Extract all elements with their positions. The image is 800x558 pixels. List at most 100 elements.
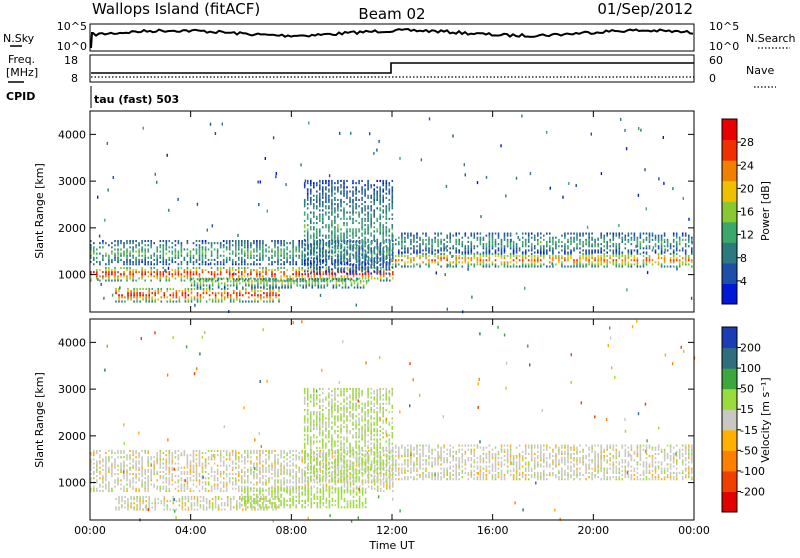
heatmap-cell <box>449 237 451 239</box>
heatmap-cell <box>345 282 347 284</box>
heatmap-cell <box>319 252 321 254</box>
heatmap-cell <box>287 278 289 280</box>
colorbar-segment <box>722 140 737 161</box>
heatmap-cell <box>637 239 639 241</box>
heatmap-cell <box>233 282 235 284</box>
heatmap-cell <box>111 246 113 248</box>
heatmap-cell <box>507 261 509 263</box>
heatmap-cell <box>205 477 207 479</box>
heatmap-cell <box>126 263 128 265</box>
heatmap-cell <box>316 237 318 239</box>
heatmap-cell <box>217 257 219 259</box>
heatmap-cell <box>105 463 107 465</box>
heatmap-cell <box>269 294 271 296</box>
heatmap-cell <box>347 484 349 486</box>
heatmap-cell <box>455 247 457 249</box>
heatmap-cell <box>205 488 207 490</box>
heatmap-cell <box>588 243 590 245</box>
heatmap-cell <box>268 456 270 458</box>
heatmap-cell <box>646 233 648 235</box>
heatmap-cell <box>625 239 627 241</box>
heatmap-cell <box>129 242 131 244</box>
heatmap-cell <box>576 243 578 245</box>
heatmap-cell <box>367 180 369 182</box>
heatmap-cell <box>93 242 95 244</box>
heatmap-cell <box>256 456 258 458</box>
heatmap-cell <box>199 465 201 467</box>
heatmap-cell <box>298 242 300 244</box>
heatmap-cell <box>573 259 575 261</box>
heatmap-cell <box>673 239 675 241</box>
heatmap-cell <box>307 233 309 235</box>
heatmap-cell <box>102 490 104 492</box>
heatmap-cell <box>105 456 107 458</box>
heatmap-cell <box>389 247 391 249</box>
heatmap-cell <box>570 233 572 235</box>
heatmap-cell <box>364 262 366 264</box>
heatmap-cell <box>99 246 101 248</box>
heatmap-cell <box>175 261 177 263</box>
heatmap-cell <box>546 252 548 254</box>
heatmap-cell <box>150 469 152 471</box>
heatmap-cell <box>214 479 216 481</box>
heatmap-cell <box>552 247 554 249</box>
heatmap-cell <box>304 477 306 479</box>
heatmap-cell <box>431 241 433 243</box>
heatmap-cell <box>102 486 104 488</box>
heatmap-cell <box>616 266 618 268</box>
heatmap-cell <box>510 235 512 237</box>
heatmap-cell <box>105 465 107 467</box>
heatmap-cell <box>655 245 657 247</box>
heatmap-cell <box>376 195 378 197</box>
heatmap-cell <box>295 477 297 479</box>
heatmap-cell <box>528 266 530 268</box>
heatmap-cell <box>446 237 448 239</box>
heatmap-cell <box>307 197 309 199</box>
heatmap-cell <box>147 479 149 481</box>
heatmap-cell <box>361 218 363 220</box>
heatmap-cell <box>513 255 515 257</box>
heatmap-cell <box>138 271 140 273</box>
heatmap-cell <box>269 290 271 292</box>
heatmap-cell <box>352 201 354 203</box>
heatmap-cell <box>379 199 381 201</box>
heatmap-cell <box>299 280 301 282</box>
heatmap-cell <box>283 456 285 458</box>
heatmap-cell <box>373 191 375 193</box>
heatmap-cell <box>278 287 280 289</box>
heatmap-cell <box>172 273 174 275</box>
heatmap-cell <box>379 186 381 188</box>
heatmap-cell <box>339 278 341 280</box>
heatmap-cell <box>232 484 234 486</box>
power-x-ticks <box>90 111 694 312</box>
heatmap-cell <box>154 292 156 294</box>
heatmap-cell <box>283 273 285 275</box>
heatmap-cell <box>352 182 354 184</box>
heatmap-cell <box>232 251 234 253</box>
heatmap-cell <box>256 481 258 483</box>
heatmap-cell <box>370 201 372 203</box>
heatmap-cell <box>211 471 213 473</box>
heatmap-cell <box>361 197 363 199</box>
heatmap-cell <box>187 242 189 244</box>
heatmap-cell <box>304 277 306 279</box>
heatmap-cell <box>361 207 363 209</box>
heatmap-cell <box>132 479 134 481</box>
heatmap-cell <box>247 479 249 481</box>
heatmap-cell <box>250 246 252 248</box>
heatmap-cell <box>673 233 675 235</box>
heatmap-cell <box>431 249 433 251</box>
heatmap-cell <box>286 253 288 255</box>
heatmap-cell <box>123 246 125 248</box>
heatmap-cell <box>576 235 578 237</box>
heatmap-cell <box>519 247 521 249</box>
heatmap-cell <box>187 467 189 469</box>
heatmap-cell <box>181 488 183 490</box>
heatmap-cell <box>233 278 235 280</box>
heatmap-cell <box>591 133 592 136</box>
heatmap-cell <box>156 263 158 265</box>
heatmap-cell <box>280 452 282 454</box>
heatmap-cell <box>126 259 128 261</box>
heatmap-cell <box>355 205 357 207</box>
heatmap-cell <box>516 249 518 251</box>
